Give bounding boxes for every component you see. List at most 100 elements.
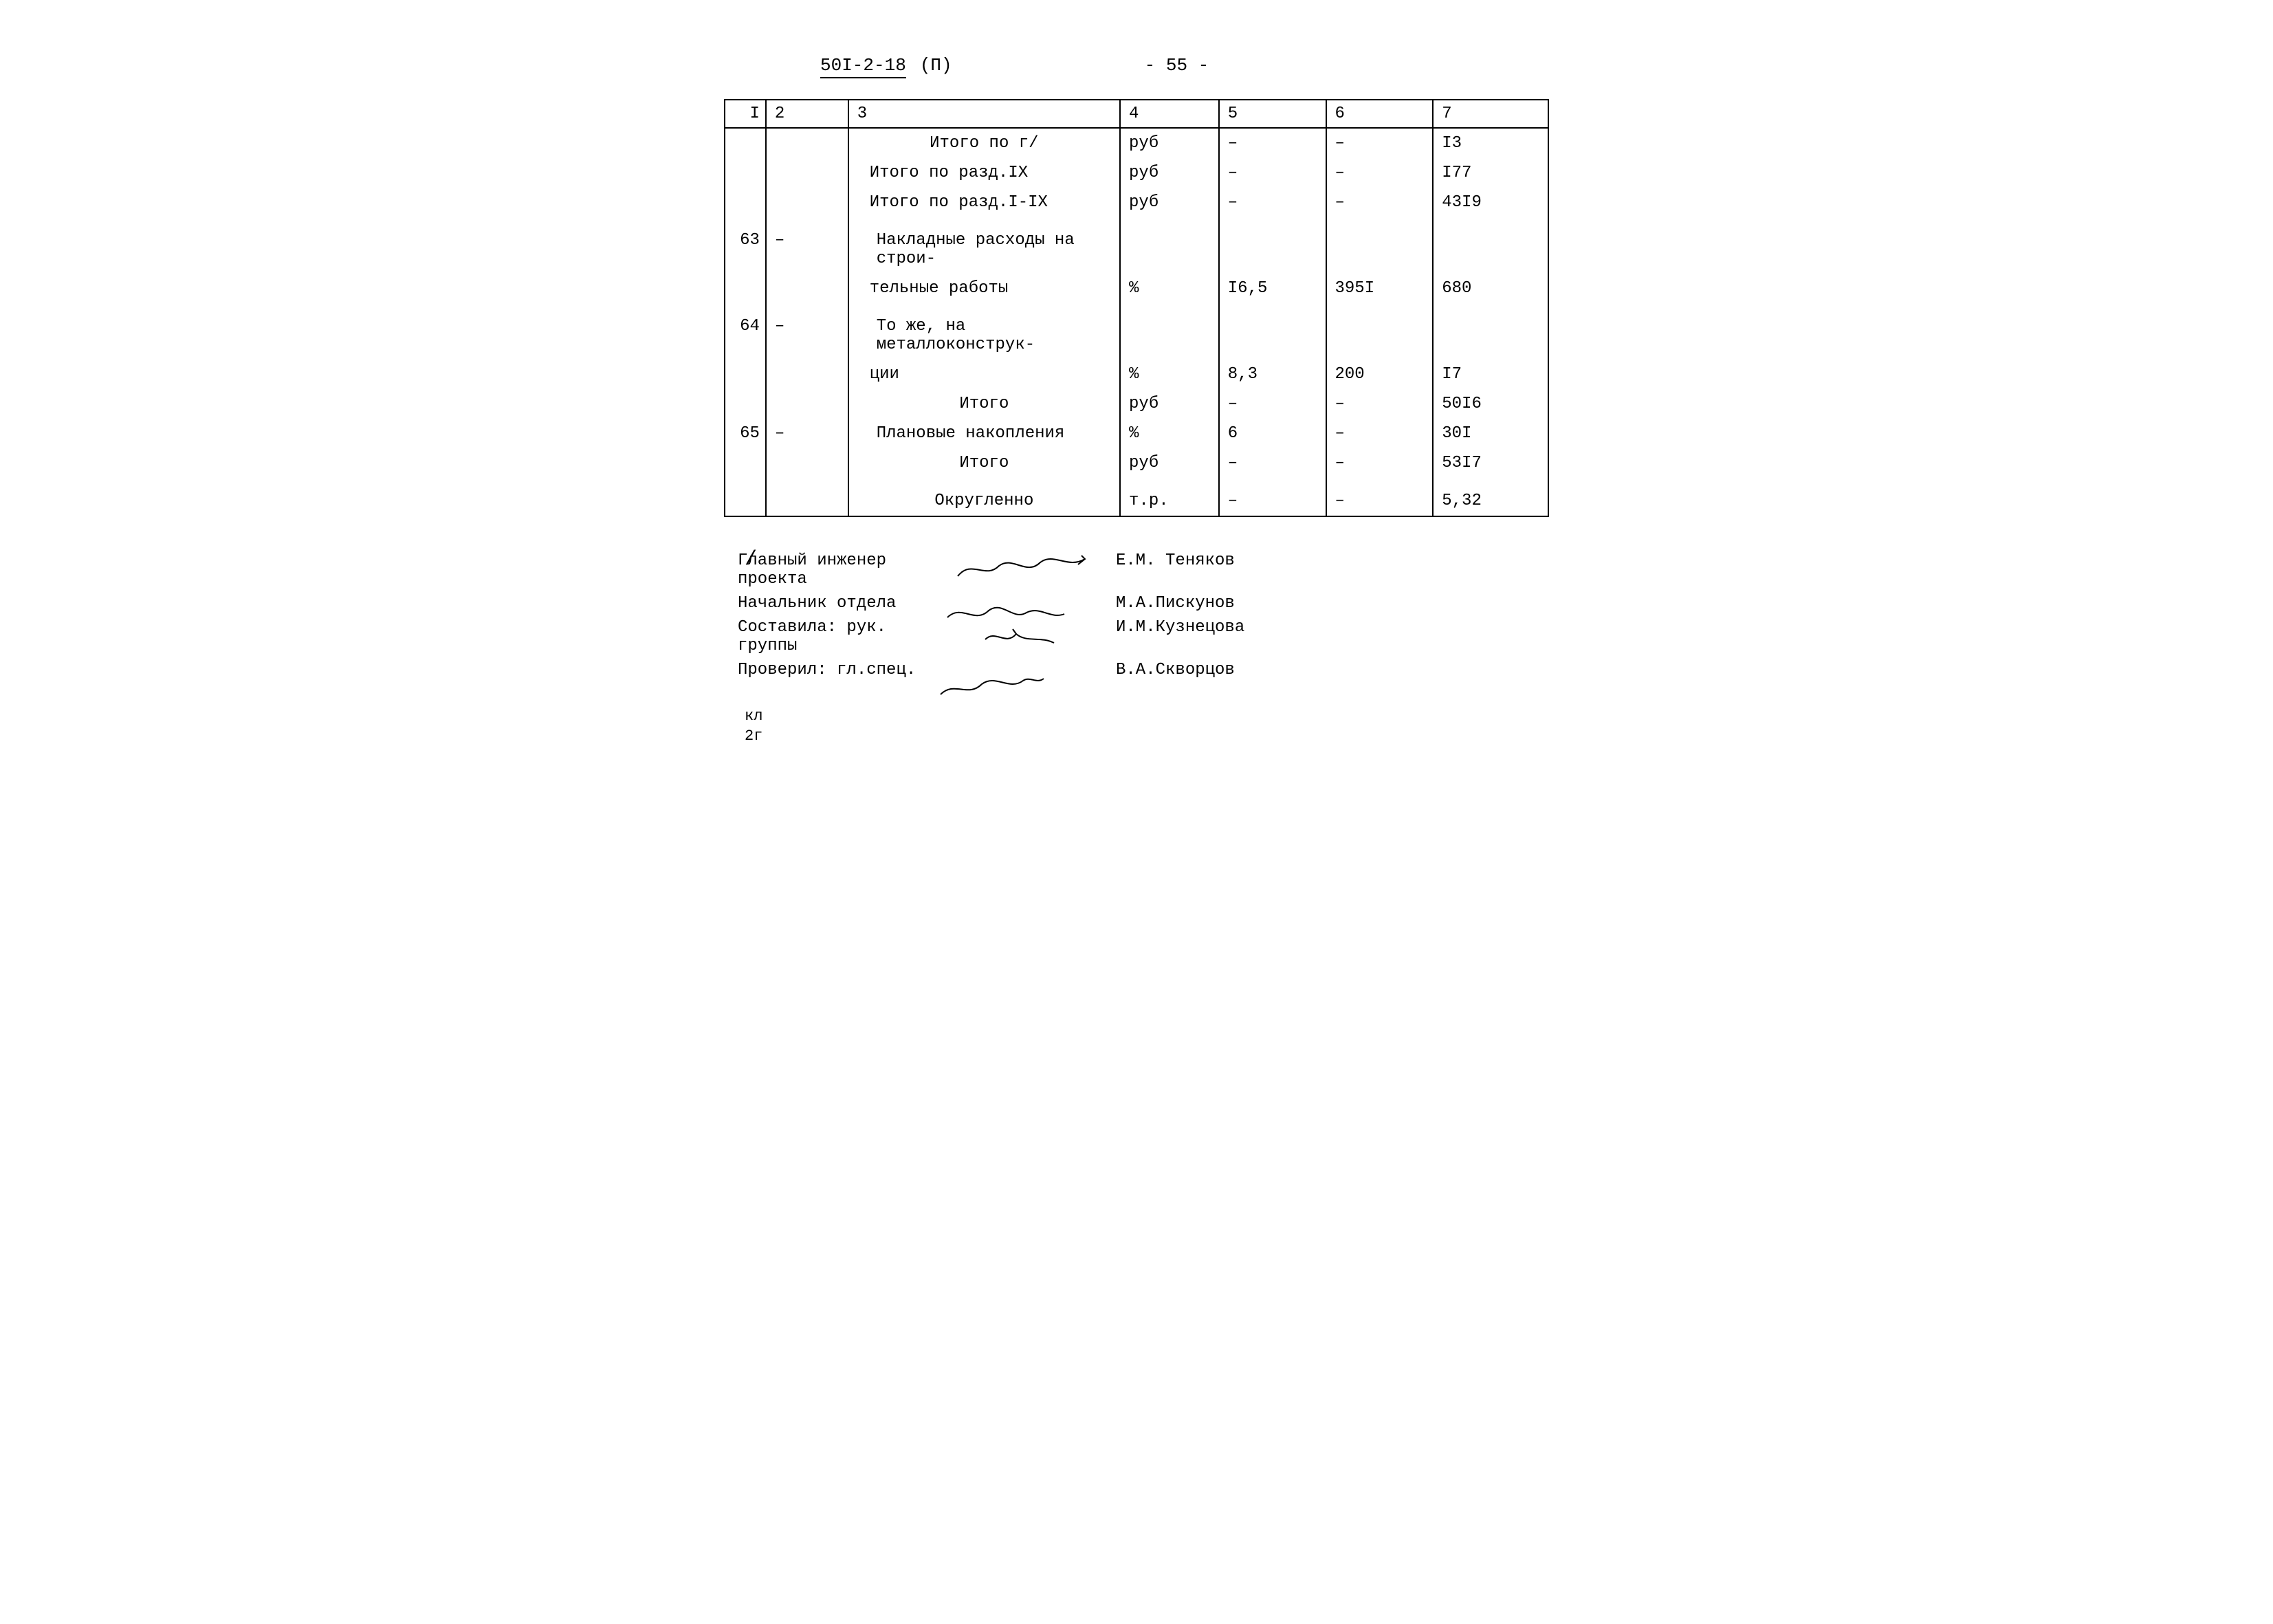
spacer-cell (1219, 303, 1326, 311)
table-row: Округленнот.р.––5,32 (725, 486, 1548, 516)
table-cell: 395I (1326, 274, 1434, 303)
table-row: ции%8,3200I7 (725, 360, 1548, 389)
table-cell (725, 158, 766, 188)
table-cell (1433, 226, 1548, 274)
col-header-1: I (725, 100, 766, 128)
table-row: Итогоруб––53I7 (725, 448, 1548, 478)
table-row (725, 478, 1548, 486)
table-cell: I6,5 (1219, 274, 1326, 303)
table-cell: Итого по г/ (848, 128, 1120, 158)
page-container: 50I-2-18 (П) - 55 - I 2 3 4 5 6 7 Итого … (724, 55, 1549, 746)
table-cell: – (1326, 486, 1434, 516)
spacer-cell (1120, 303, 1219, 311)
footer-line-1: кл (745, 707, 1549, 727)
signature-line: Главный инженер проекта Е.М. Теняков (738, 551, 1549, 589)
signature-line: Составила: рук. группы И.М.Кузнецова (738, 618, 1549, 655)
table-cell: – (1326, 158, 1434, 188)
table-cell: % (1120, 274, 1219, 303)
slash-mark: / (745, 548, 757, 571)
table-cell (725, 486, 766, 516)
table-cell: 200 (1326, 360, 1434, 389)
table-cell (766, 158, 848, 188)
table-cell: То же, на металлоконструк- (848, 311, 1120, 360)
sig-role-checked-by: Проверил: гл.спец. (738, 661, 937, 679)
table-cell: % (1120, 360, 1219, 389)
table-cell: 63 (725, 226, 766, 274)
table-cell (725, 128, 766, 158)
table-cell: 6 (1219, 419, 1326, 448)
footer-line-2: 2г (745, 727, 1549, 747)
spacer-cell (725, 217, 766, 226)
table-cell: 5,32 (1433, 486, 1548, 516)
spacer-cell (848, 217, 1120, 226)
table-cell: – (766, 226, 848, 274)
spacer-cell (725, 303, 766, 311)
table-cell: 43I9 (1433, 188, 1548, 217)
table-row: тельные работы%I6,5395I680 (725, 274, 1548, 303)
sig-name: Е.М. Теняков (1116, 551, 1235, 570)
table-cell: – (1326, 389, 1434, 419)
spacer-cell (1326, 478, 1434, 486)
table-cell: Итого (848, 448, 1120, 478)
table-cell: 680 (1433, 274, 1548, 303)
table-cell: 30I (1433, 419, 1548, 448)
table-cell: Округленно (848, 486, 1120, 516)
table-cell: – (1219, 188, 1326, 217)
table-cell (1219, 311, 1326, 360)
table-cell: Накладные расходы на строи- (848, 226, 1120, 274)
table-cell: I7 (1433, 360, 1548, 389)
col-header-7: 7 (1433, 100, 1548, 128)
table-cell: Итого по разд.I-IХ (848, 188, 1120, 217)
sig-role-compiled-by: Составила: рук. группы (738, 618, 937, 655)
sig-name: И.М.Кузнецова (1116, 618, 1244, 637)
signature-line: Начальник отдела М.А.Пискунов (738, 594, 1549, 613)
table-cell: I3 (1433, 128, 1548, 158)
page-number: - 55 - (1145, 55, 1209, 78)
table-cell: 50I6 (1433, 389, 1548, 419)
spacer-cell (766, 217, 848, 226)
table-cell: % (1120, 419, 1219, 448)
table-cell (766, 360, 848, 389)
table-cell (725, 360, 766, 389)
doc-number: 50I-2-18 (820, 55, 906, 78)
footer-notes: кл 2г (745, 707, 1549, 746)
sig-name: М.А.Пискунов (1116, 594, 1235, 613)
table-cell: 53I7 (1433, 448, 1548, 478)
table-cell (1326, 226, 1434, 274)
table-cell (725, 448, 766, 478)
table-cell: руб (1120, 448, 1219, 478)
table-cell: – (1326, 188, 1434, 217)
spacer-cell (1326, 303, 1434, 311)
table-cell: 65 (725, 419, 766, 448)
sig-role-chief-engineer: Главный инженер проекта (738, 551, 937, 589)
table-cell (725, 389, 766, 419)
table-row: Итого по разд.I-IХруб––43I9 (725, 188, 1548, 217)
table-cell: тельные работы (848, 274, 1120, 303)
table-cell (766, 448, 848, 478)
col-header-3: 3 (848, 100, 1120, 128)
table-row: Итого по г/руб––I3 (725, 128, 1548, 158)
table-cell: – (1326, 128, 1434, 158)
table-row: 64–То же, на металлоконструк- (725, 311, 1548, 360)
table-cell: руб (1120, 389, 1219, 419)
table-cell: – (766, 419, 848, 448)
spacer-cell (1433, 303, 1548, 311)
table-cell: – (1326, 419, 1434, 448)
table-cell: – (1326, 448, 1434, 478)
spacer-cell (1433, 478, 1548, 486)
table-cell: I77 (1433, 158, 1548, 188)
table-cell (1120, 311, 1219, 360)
table-cell (766, 128, 848, 158)
table-row: Итогоруб––50I6 (725, 389, 1548, 419)
sig-role-head-department: Начальник отдела (738, 594, 937, 613)
table-row (725, 303, 1548, 311)
table-cell: Плановые накопления (848, 419, 1120, 448)
signatures-block: / Главный инженер проекта Е.М. Теняков Н… (738, 551, 1549, 679)
col-header-6: 6 (1326, 100, 1434, 128)
spacer-cell (766, 478, 848, 486)
table-cell: 64 (725, 311, 766, 360)
table-cell: Итого (848, 389, 1120, 419)
table-cell: – (1219, 128, 1326, 158)
table-header-row: I 2 3 4 5 6 7 (725, 100, 1548, 128)
table-cell (1326, 311, 1434, 360)
